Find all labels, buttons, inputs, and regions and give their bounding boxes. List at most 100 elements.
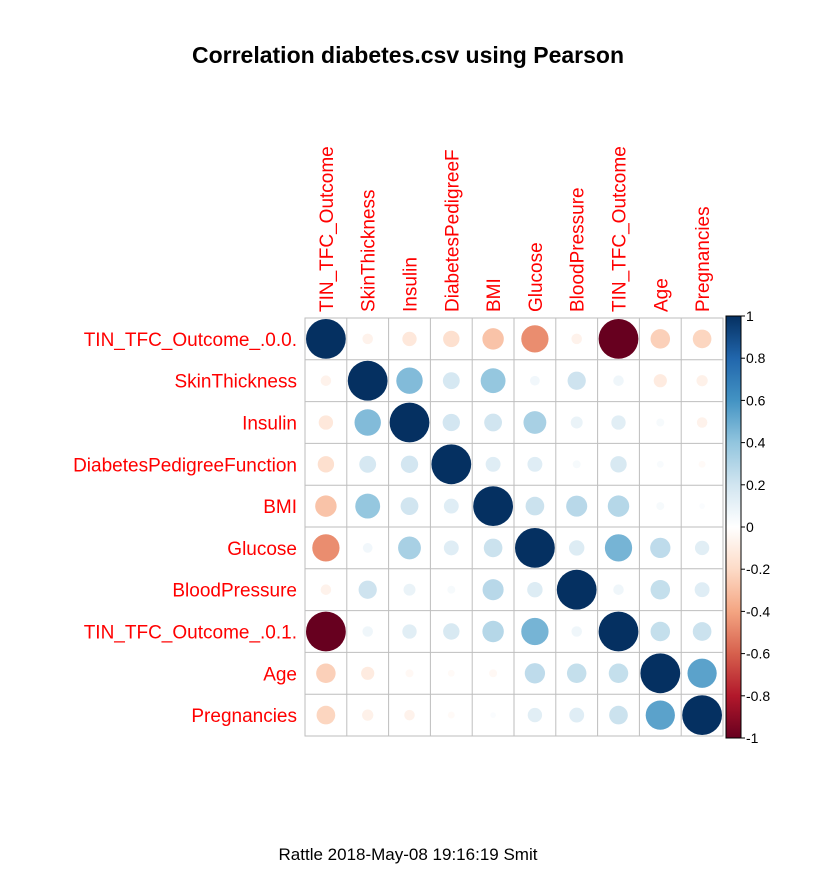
correlation-cell [650, 621, 671, 642]
column-label: SkinThickness [359, 190, 380, 313]
correlation-cell [527, 581, 543, 598]
correlation-cell [358, 580, 377, 599]
column-label: BMI [484, 278, 505, 312]
row-labels: TIN_TFC_Outcome_.0.0. SkinThickness Insuli… [73, 330, 297, 727]
legend-tick-label: -0.4 [746, 603, 770, 619]
correlation-cell [570, 416, 583, 429]
correlation-cell [687, 658, 717, 688]
correlation-cell [484, 413, 502, 432]
correlation-cell [442, 413, 460, 432]
correlation-cell [571, 626, 582, 637]
row-label: SkinThickness [175, 372, 298, 393]
correlation-cell [604, 534, 633, 562]
correlation-cell [569, 707, 585, 723]
correlation-cell [521, 325, 549, 353]
row-label: TIN_TFC_Outcome_.0.1. [84, 623, 297, 644]
legend-tick-label: -0.6 [746, 646, 770, 662]
column-label: TIN_TFC_Outcome [610, 146, 631, 312]
correlation-cell [566, 663, 587, 684]
correlation-cell [567, 371, 586, 390]
correlation-cell [566, 495, 588, 517]
correlation-cell [447, 585, 456, 594]
correlation-cell [696, 417, 708, 428]
correlation-cell [515, 528, 555, 568]
correlation-cell [320, 584, 332, 595]
correlation-circles [306, 319, 722, 735]
correlation-cell [692, 329, 712, 349]
legend-tick-label: 0.2 [746, 477, 766, 493]
correlation-cell [698, 460, 706, 468]
correlation-cell [315, 495, 337, 517]
column-labels: TIN_TFC_Outcome SkinThickness Insulin Diabe… [317, 146, 714, 312]
correlation-cell [447, 669, 455, 677]
correlation-cell [694, 582, 710, 598]
correlation-cell [361, 666, 375, 680]
correlation-cell [396, 367, 423, 394]
row-label: Glucose [227, 539, 297, 560]
correlation-cell [524, 663, 546, 684]
legend-color-bar [725, 315, 742, 739]
correlation-cell [611, 415, 626, 430]
correlation-cell [482, 620, 504, 643]
correlation-cell [404, 709, 415, 721]
correlation-cell [653, 374, 667, 388]
correlation-cell [640, 653, 681, 694]
correlation-cell [362, 626, 373, 637]
column-label: Age [651, 278, 672, 312]
correlation-cell [598, 319, 639, 359]
correlation-cell [359, 455, 377, 473]
correlation-cell [489, 669, 498, 678]
correlation-cell [527, 456, 543, 472]
row-label: Insulin [242, 414, 297, 435]
legend-tick-label: 0 [746, 519, 754, 535]
correlation-cell [306, 611, 346, 652]
correlation-cell [318, 415, 334, 430]
correlation-cell [485, 456, 501, 472]
correlation-cell [682, 695, 722, 735]
correlation-cell [347, 360, 388, 401]
column-label: Insulin [401, 257, 422, 312]
column-label: Pregnancies [693, 206, 714, 312]
column-label: BloodPressure [568, 187, 589, 312]
correlation-cell [609, 705, 628, 725]
correlation-cell [362, 709, 374, 721]
correlation-cell [525, 496, 545, 516]
correlation-cell [694, 540, 710, 556]
row-label: Pregnancies [191, 706, 297, 727]
row-label: BloodPressure [172, 581, 297, 602]
correlation-cell [447, 711, 455, 719]
correlation-cell [613, 584, 624, 595]
correlation-cell [483, 538, 503, 558]
correlation-cell [482, 579, 504, 601]
correlation-cell [317, 456, 335, 473]
correlation-cell [443, 330, 460, 348]
correlation-cell [400, 455, 419, 473]
correlation-cell [316, 705, 336, 725]
row-label: BMI [263, 497, 297, 518]
correlation-cell [656, 460, 664, 468]
correlation-cell [312, 534, 340, 562]
correlation-cell [316, 663, 336, 684]
correlation-cell [568, 540, 585, 556]
correlation-cell [521, 617, 549, 646]
correlation-cell [650, 537, 671, 559]
correlation-cell [572, 460, 581, 469]
correlation-cell [480, 368, 506, 394]
correlation-cell [405, 669, 414, 678]
chart-footer: Rattle 2018-May-08 19:16:19 Smit [279, 845, 538, 864]
correlation-cell [530, 375, 540, 386]
correlation-cell [571, 333, 582, 345]
correlation-cell [490, 712, 496, 718]
correlation-cell [692, 622, 712, 641]
column-label: TIN_TFC_Outcome [317, 146, 338, 312]
correlation-cell [482, 328, 504, 350]
correlation-cell [608, 663, 629, 684]
legend-tick-label: 1 [746, 308, 754, 324]
correlation-cell [610, 456, 627, 473]
legend-tick-label: -0.8 [746, 688, 770, 704]
column-label: DiabetesPedigreeF [442, 149, 463, 312]
legend-tick-label: 0.8 [746, 350, 766, 366]
correlation-cell [473, 486, 513, 526]
legend-tick-label: -0.2 [746, 561, 770, 577]
